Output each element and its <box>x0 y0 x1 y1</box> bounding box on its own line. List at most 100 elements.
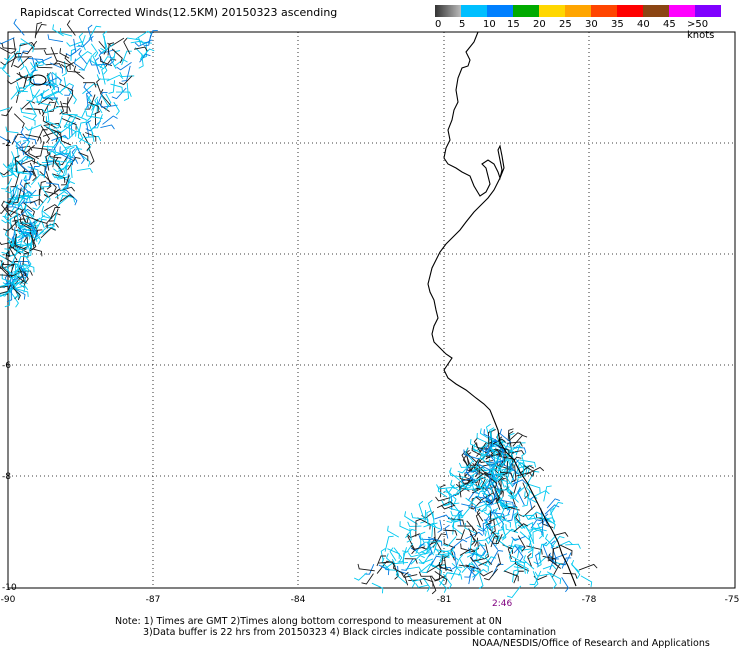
wind-barb <box>60 109 78 116</box>
wind-barb <box>108 80 116 94</box>
wind-barb <box>23 202 35 217</box>
wind-barb <box>561 577 569 593</box>
wind-barb <box>484 445 496 462</box>
wind-barb <box>384 535 394 552</box>
wind-barb <box>549 501 564 516</box>
wind-barb <box>15 255 26 269</box>
wind-barb <box>0 172 14 178</box>
wind-barb <box>476 442 492 452</box>
wind-barb <box>434 565 441 582</box>
wind-barb <box>51 173 66 179</box>
wind-barb <box>29 232 37 251</box>
wind-barb <box>494 457 509 472</box>
wind-barb <box>506 486 519 503</box>
wind-barb <box>10 207 24 216</box>
wind-barb <box>458 507 471 517</box>
wind-barb <box>404 511 418 525</box>
wind-barb <box>43 76 62 85</box>
wind-barb <box>464 522 478 535</box>
wind-barb <box>415 583 429 588</box>
wind-barb <box>436 553 444 567</box>
wind-barb <box>431 522 438 538</box>
wind-barb <box>56 59 71 70</box>
wind-barb <box>488 446 499 463</box>
wind-barb <box>23 175 32 188</box>
wind-barb <box>13 52 32 58</box>
wind-barb <box>58 195 75 206</box>
wind-barb <box>97 92 108 106</box>
wind-barb <box>4 235 17 250</box>
wind-barb <box>511 465 517 483</box>
map-frame <box>7 31 736 589</box>
wind-barb <box>20 160 33 176</box>
wind-barb <box>542 564 557 570</box>
wind-barb <box>487 473 494 491</box>
y-tick-label: -8 <box>2 472 11 482</box>
wind-barb <box>24 204 35 218</box>
coastline <box>427 31 577 587</box>
wind-barb <box>479 452 490 465</box>
wind-barb <box>509 432 515 446</box>
wind-barb <box>33 61 41 73</box>
wind-barb <box>25 134 42 143</box>
wind-barb <box>35 62 53 69</box>
wind-barb <box>66 20 76 36</box>
legend-swatch-6 <box>591 5 617 17</box>
wind-barb <box>547 553 562 569</box>
wind-barb <box>85 120 102 132</box>
wind-barb <box>415 518 421 537</box>
wind-barb <box>476 447 489 457</box>
wind-barb <box>353 572 367 581</box>
wind-barb <box>476 561 489 572</box>
wind-barb <box>42 115 58 129</box>
wind-barb <box>550 535 565 549</box>
wind-barb <box>41 205 52 219</box>
wind-barb <box>85 132 97 142</box>
wind-barb <box>59 28 73 37</box>
wind-barb <box>44 91 63 100</box>
wind-barb <box>28 166 40 181</box>
wind-barb <box>405 528 417 539</box>
wind-barb <box>419 563 435 573</box>
wind-barb <box>98 102 118 108</box>
wind-barb <box>492 533 503 544</box>
wind-barb <box>414 547 431 554</box>
wind-barb <box>47 34 64 43</box>
wind-barb <box>447 551 459 565</box>
x-axis-labels: -90 -87 -84 -81 -78 -75 <box>1 595 740 605</box>
wind-barb <box>19 216 35 229</box>
wind-barb <box>378 564 390 576</box>
wind-barb <box>434 570 448 585</box>
wind-barb <box>541 513 553 524</box>
wind-barb <box>35 89 45 103</box>
wind-barb <box>30 69 38 82</box>
wind-barb <box>18 55 25 71</box>
wind-barb <box>458 564 475 573</box>
wind-barb <box>31 57 37 74</box>
wind-barb <box>508 432 523 442</box>
wind-barb <box>43 49 58 55</box>
wind-barb <box>0 47 11 54</box>
wind-barb <box>44 190 59 200</box>
wind-barb <box>472 539 489 545</box>
wind-barb <box>442 547 455 557</box>
wind-barb <box>498 446 510 456</box>
wind-barb <box>10 278 19 291</box>
wind-barb <box>496 516 511 528</box>
wind-barb <box>529 570 542 586</box>
wind-barb <box>511 535 526 542</box>
wind-barb <box>101 66 107 85</box>
wind-barb <box>70 147 83 159</box>
wind-barb <box>513 570 524 584</box>
wind-barb <box>123 82 130 101</box>
wind-barb <box>535 552 540 567</box>
wind-barb <box>13 283 19 299</box>
wind-barb <box>16 207 22 223</box>
wind-barb <box>63 116 76 128</box>
wind-barb <box>470 553 480 569</box>
wind-barb <box>30 62 44 68</box>
legend-label: 45 <box>663 19 676 30</box>
wind-barb <box>515 513 524 527</box>
wind-barb <box>92 51 99 67</box>
wind-barb <box>493 485 500 503</box>
